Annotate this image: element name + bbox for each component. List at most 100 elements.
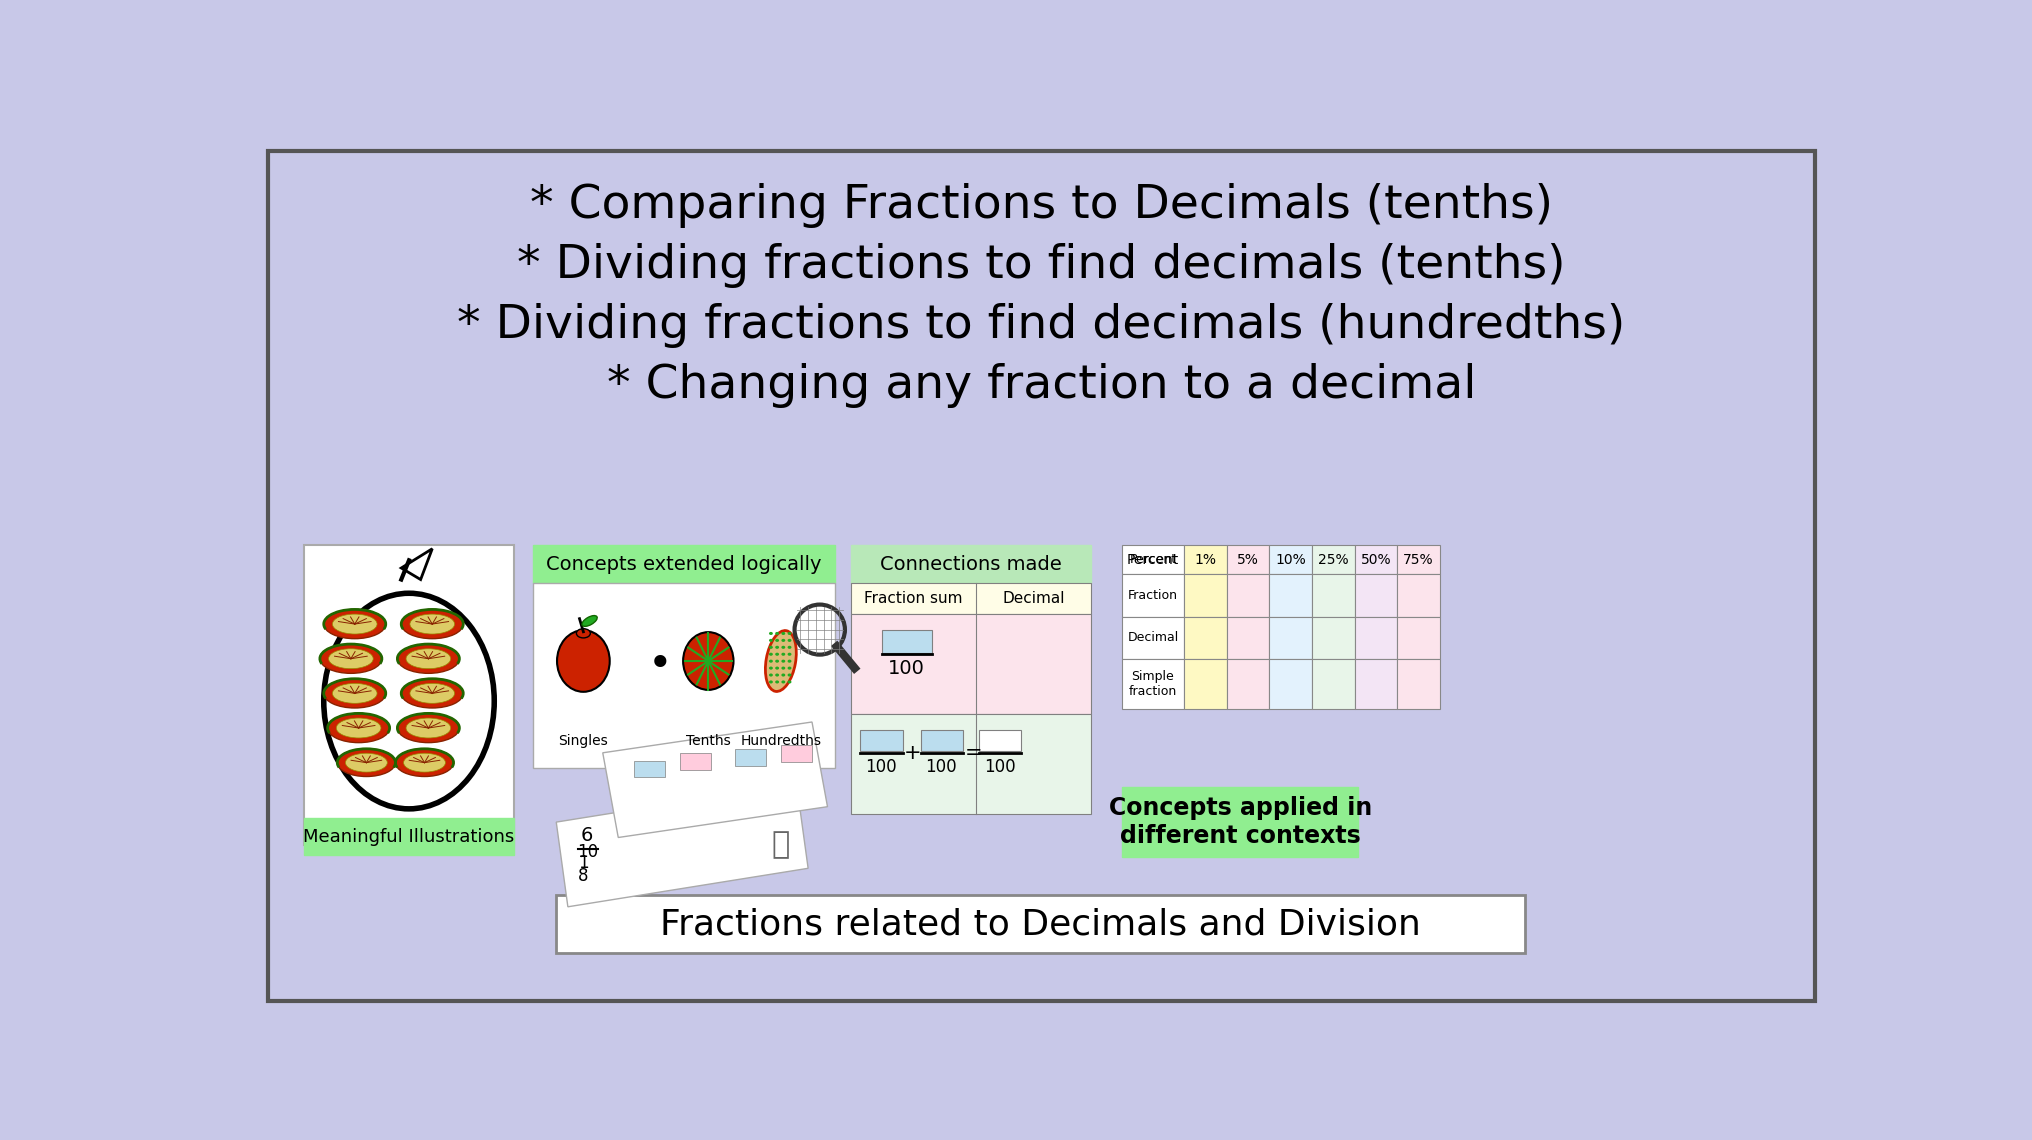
FancyBboxPatch shape bbox=[305, 819, 514, 855]
Text: ✋: ✋ bbox=[772, 830, 790, 858]
Bar bbox=[1122, 659, 1185, 709]
Bar bbox=[1355, 617, 1398, 659]
Bar bbox=[1185, 617, 1227, 659]
Ellipse shape bbox=[788, 638, 790, 642]
Text: 1: 1 bbox=[577, 854, 589, 872]
Bar bbox=[681, 752, 711, 770]
Bar bbox=[1270, 575, 1313, 617]
Ellipse shape bbox=[782, 681, 784, 684]
Bar bbox=[851, 614, 1091, 715]
Text: •: • bbox=[648, 644, 673, 686]
Ellipse shape bbox=[774, 632, 778, 635]
Bar bbox=[1355, 575, 1398, 617]
Ellipse shape bbox=[788, 681, 790, 684]
Bar bbox=[1122, 575, 1185, 617]
Text: 100: 100 bbox=[866, 758, 896, 775]
Ellipse shape bbox=[404, 754, 445, 772]
Bar bbox=[1270, 545, 1313, 575]
Text: =: = bbox=[965, 743, 981, 763]
Text: 75%: 75% bbox=[1404, 553, 1435, 567]
Bar bbox=[734, 749, 766, 766]
Bar bbox=[1185, 545, 1227, 575]
Ellipse shape bbox=[774, 681, 778, 684]
Bar bbox=[1398, 575, 1441, 617]
Ellipse shape bbox=[774, 660, 778, 662]
FancyBboxPatch shape bbox=[851, 545, 1091, 584]
FancyBboxPatch shape bbox=[532, 545, 835, 584]
Ellipse shape bbox=[782, 645, 784, 649]
Ellipse shape bbox=[768, 660, 772, 662]
Polygon shape bbox=[557, 783, 809, 906]
Bar bbox=[1227, 575, 1270, 617]
Polygon shape bbox=[604, 722, 827, 838]
Ellipse shape bbox=[768, 632, 772, 635]
Text: Singles: Singles bbox=[559, 734, 608, 748]
Ellipse shape bbox=[768, 674, 772, 676]
Bar bbox=[1313, 575, 1355, 617]
Text: * Dividing fractions to find decimals (hundredths): * Dividing fractions to find decimals (h… bbox=[457, 303, 1626, 348]
Text: Simple
fraction: Simple fraction bbox=[1130, 670, 1177, 698]
Text: Decimal: Decimal bbox=[1128, 632, 1179, 644]
Text: * Comparing Fractions to Decimals (tenths): * Comparing Fractions to Decimals (tenth… bbox=[530, 184, 1552, 228]
Text: 25%: 25% bbox=[1319, 553, 1349, 567]
Text: 6: 6 bbox=[581, 826, 593, 846]
Ellipse shape bbox=[774, 638, 778, 642]
Ellipse shape bbox=[788, 632, 790, 635]
Ellipse shape bbox=[581, 616, 597, 626]
Ellipse shape bbox=[406, 649, 451, 669]
Ellipse shape bbox=[768, 645, 772, 649]
Bar bbox=[1313, 617, 1355, 659]
Text: Fraction sum: Fraction sum bbox=[864, 592, 963, 606]
Bar bbox=[1355, 545, 1398, 575]
Bar bbox=[1355, 659, 1398, 709]
Bar bbox=[860, 730, 902, 751]
Ellipse shape bbox=[683, 633, 734, 690]
Text: Decimal: Decimal bbox=[1002, 592, 1065, 606]
Ellipse shape bbox=[400, 610, 463, 638]
Ellipse shape bbox=[774, 667, 778, 669]
Bar bbox=[920, 730, 963, 751]
Ellipse shape bbox=[398, 714, 459, 742]
Bar bbox=[1227, 659, 1270, 709]
Bar bbox=[780, 746, 813, 762]
Bar bbox=[1398, 545, 1441, 575]
Ellipse shape bbox=[768, 638, 772, 642]
Text: 50%: 50% bbox=[1361, 553, 1392, 567]
Ellipse shape bbox=[768, 653, 772, 655]
Ellipse shape bbox=[768, 681, 772, 684]
Bar bbox=[1270, 659, 1313, 709]
Ellipse shape bbox=[766, 630, 797, 692]
Bar bbox=[1227, 545, 1270, 575]
Text: +: + bbox=[904, 743, 923, 763]
Text: 1%: 1% bbox=[1195, 553, 1217, 567]
Bar bbox=[1227, 617, 1270, 659]
Bar bbox=[882, 629, 933, 653]
Text: 8: 8 bbox=[579, 866, 589, 885]
Text: 10%: 10% bbox=[1276, 553, 1307, 567]
Text: 100: 100 bbox=[983, 758, 1016, 775]
Text: Fractions related to Decimals and Division: Fractions related to Decimals and Divisi… bbox=[660, 907, 1420, 942]
Ellipse shape bbox=[333, 683, 378, 703]
Bar bbox=[1185, 659, 1227, 709]
Ellipse shape bbox=[557, 630, 610, 692]
Text: * Changing any fraction to a decimal: * Changing any fraction to a decimal bbox=[608, 364, 1475, 408]
Ellipse shape bbox=[768, 667, 772, 669]
Ellipse shape bbox=[782, 660, 784, 662]
Ellipse shape bbox=[410, 614, 455, 634]
Ellipse shape bbox=[788, 653, 790, 655]
Bar bbox=[1122, 617, 1185, 659]
Bar bbox=[851, 584, 1091, 614]
Bar bbox=[851, 715, 1091, 814]
Text: Hundredths: Hundredths bbox=[740, 734, 821, 748]
FancyBboxPatch shape bbox=[557, 895, 1524, 953]
Ellipse shape bbox=[788, 674, 790, 676]
Ellipse shape bbox=[319, 644, 382, 674]
Ellipse shape bbox=[337, 718, 380, 738]
Text: Meaningful Illustrations: Meaningful Illustrations bbox=[303, 828, 514, 846]
Text: 10: 10 bbox=[577, 842, 597, 861]
Text: Concepts extended logically: Concepts extended logically bbox=[547, 555, 821, 573]
Ellipse shape bbox=[788, 667, 790, 669]
Bar bbox=[1313, 545, 1355, 575]
Bar bbox=[1185, 575, 1227, 617]
Ellipse shape bbox=[782, 638, 784, 642]
